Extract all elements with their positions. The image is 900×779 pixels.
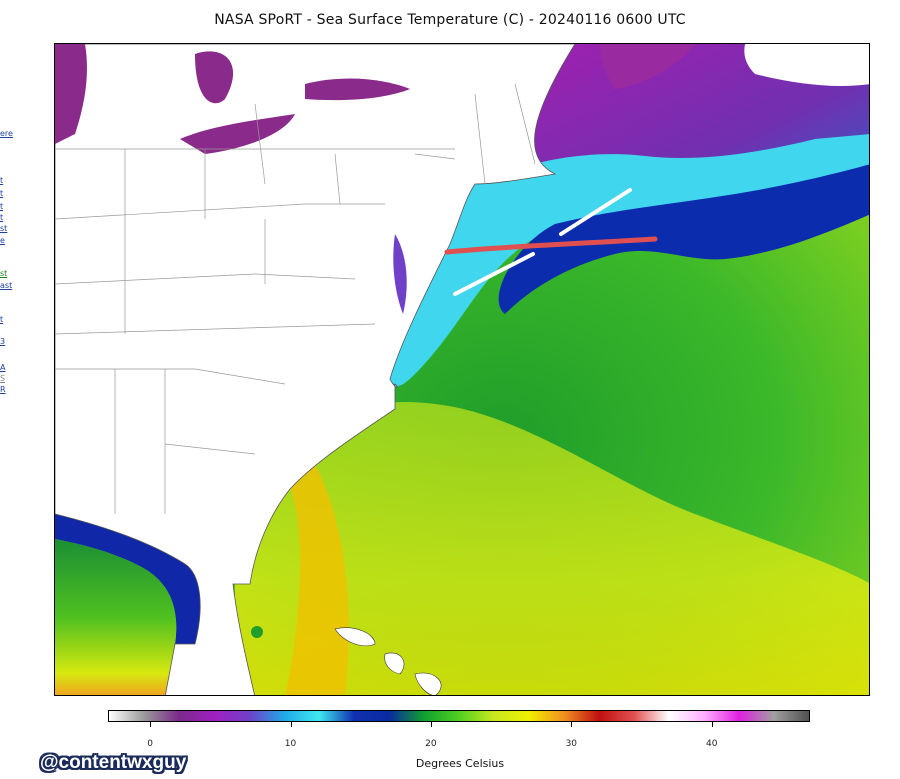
bahamas-island-2 xyxy=(384,652,405,675)
left-link-fragment[interactable]: t xyxy=(0,189,4,198)
lake-huron xyxy=(195,51,234,104)
map-title: NASA SPoRT - Sea Surface Temperature (C)… xyxy=(214,12,686,28)
sst-map-svg xyxy=(55,44,869,695)
bahamas-island xyxy=(334,627,376,647)
sst-colorbar xyxy=(108,710,810,722)
gulf-coast-cold-strip xyxy=(55,514,201,644)
colorbar-tick xyxy=(711,722,713,727)
colorbar-ticks: 0 10 20 30 40 xyxy=(108,722,810,752)
lake-region-west xyxy=(55,44,87,144)
ocean-southern-yellow xyxy=(235,402,869,695)
state-borders xyxy=(55,83,536,514)
colorbar-label: Degrees Celsius xyxy=(415,757,505,770)
colorbar-tick-label: 20 xyxy=(425,739,437,749)
colorbar-tick xyxy=(290,722,292,727)
white-annotation-line-north xyxy=(559,188,632,236)
bahamas-island-3 xyxy=(414,672,442,695)
st-lawrence-gulf xyxy=(600,44,695,89)
colorbar-tick-label: 30 xyxy=(565,739,578,749)
left-link-fragment[interactable]: 3 xyxy=(0,337,6,346)
left-link-fragment[interactable]: st xyxy=(0,224,8,233)
colorbar-tick xyxy=(430,722,432,727)
watermark-handle: @contentwxguy xyxy=(40,752,187,773)
colorbar-tick-label: 40 xyxy=(705,739,718,749)
gulf-stream-north-wall xyxy=(498,164,869,314)
red-annotation-line xyxy=(444,236,658,255)
left-link-fragment[interactable]: e xyxy=(0,236,5,245)
left-link-fragment[interactable]: ast xyxy=(0,281,13,290)
left-link-fragment[interactable]: R xyxy=(0,385,6,394)
left-link-fragment[interactable]: t xyxy=(0,202,4,211)
chesapeake-bay xyxy=(393,234,407,314)
colorbar-tick-label: 0 xyxy=(147,739,153,749)
colorbar-tick xyxy=(571,722,573,727)
colorbar-tick xyxy=(150,722,152,727)
left-link-fragment[interactable]: t xyxy=(0,213,4,222)
left-link-fragment[interactable]: t xyxy=(0,315,4,324)
lake-ontario xyxy=(305,78,410,101)
florida-current-warm xyxy=(285,464,349,695)
newfoundland-land xyxy=(744,44,869,86)
left-link-fragment[interactable]: ere xyxy=(0,129,13,138)
left-link-fragment[interactable]: t xyxy=(0,176,4,185)
left-link-fragment[interactable]: A xyxy=(0,363,6,372)
gulf-of-mexico xyxy=(55,539,177,695)
left-link-fragment[interactable]: st xyxy=(0,269,8,278)
north-america-land xyxy=(55,44,576,695)
sst-map xyxy=(54,43,870,696)
lake-erie xyxy=(180,114,295,154)
colorbar-tick-label: 10 xyxy=(284,739,297,749)
left-link-fragment[interactable]: S xyxy=(0,374,6,383)
lake-okeechobee xyxy=(251,626,263,638)
white-annotation-line-south xyxy=(453,252,535,296)
